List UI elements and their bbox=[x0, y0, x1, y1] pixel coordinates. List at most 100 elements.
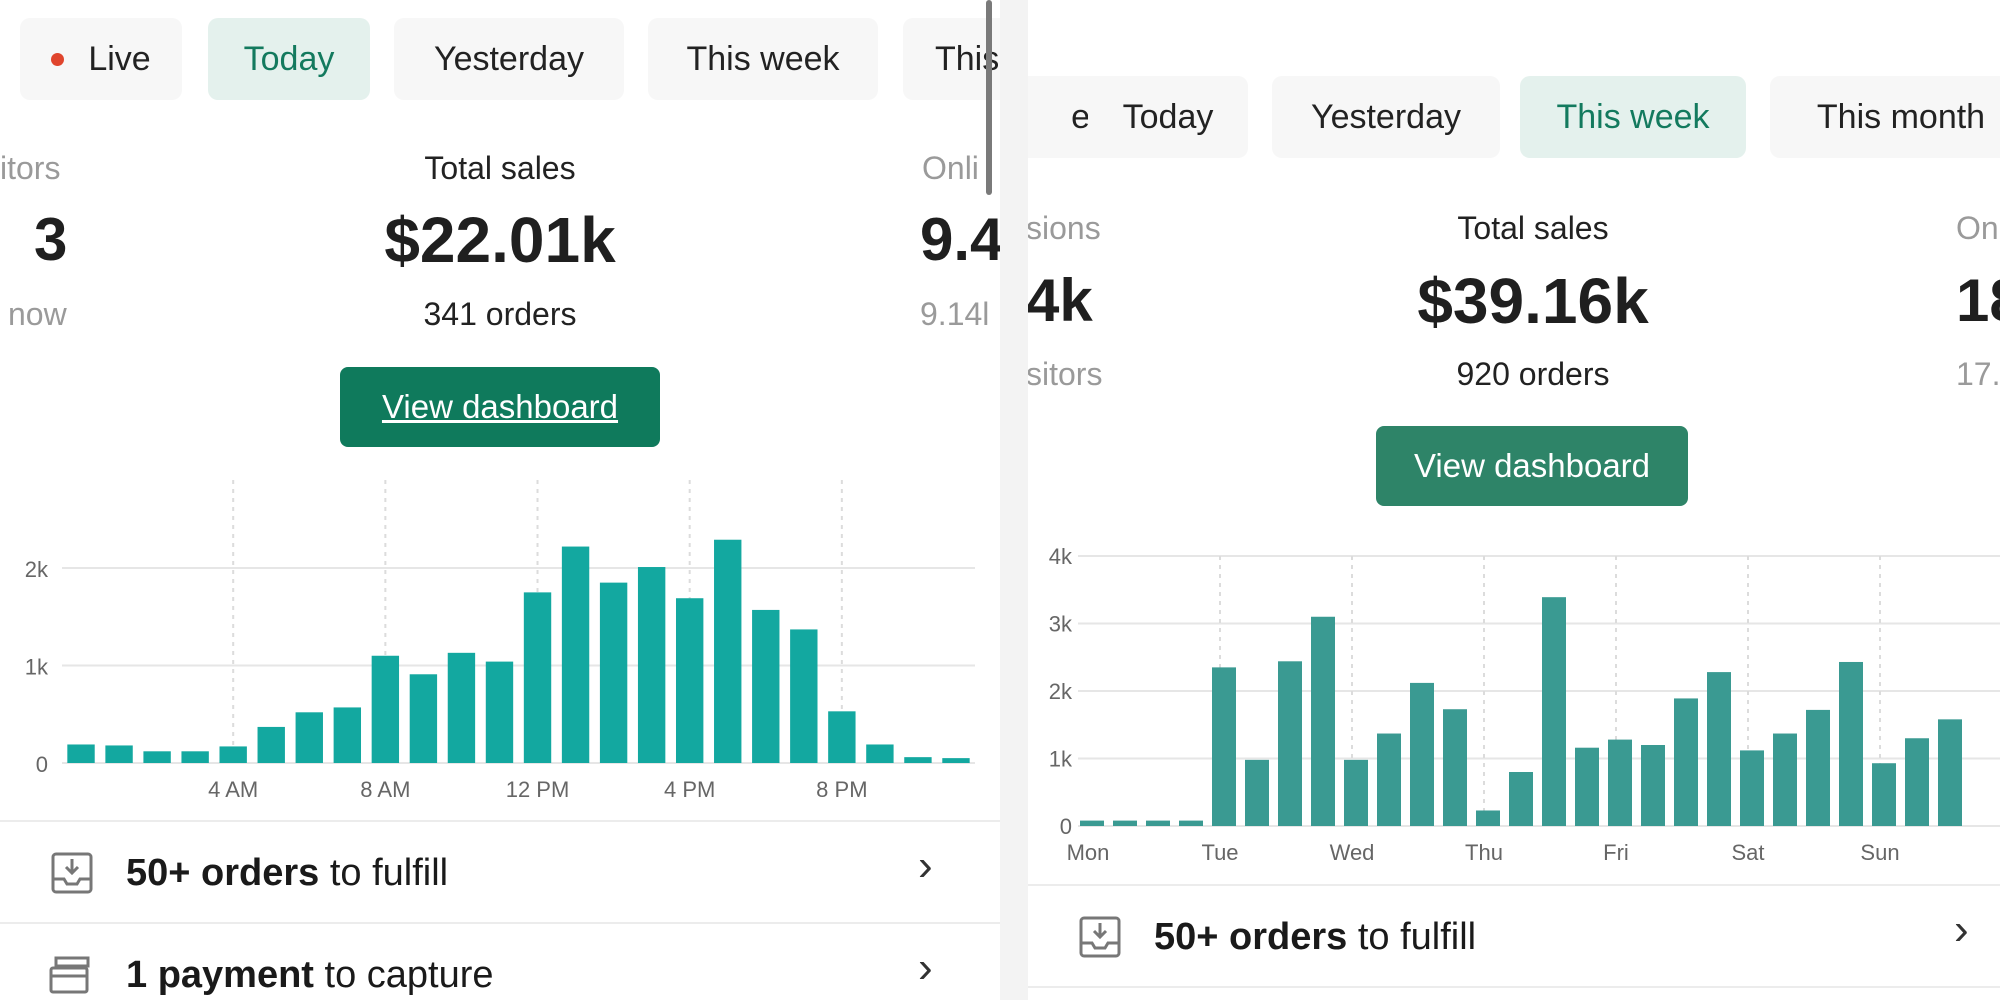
card-stack-icon bbox=[49, 956, 90, 994]
divider bbox=[0, 922, 1000, 924]
left-screenshot: Live Today Yesterday This week This itor… bbox=[0, 0, 1000, 1000]
right-screenshot: e Today Yesterday This week This month s… bbox=[1028, 0, 2000, 1000]
x-tick-label: Mon bbox=[1067, 840, 1110, 865]
bar bbox=[714, 539, 742, 763]
y-tick-label: 1k bbox=[1049, 747, 1073, 772]
bar bbox=[561, 546, 590, 763]
tab-today-label: Today bbox=[243, 39, 335, 78]
bar bbox=[752, 609, 780, 763]
bar bbox=[295, 712, 323, 763]
view-dashboard-label: View dashboard bbox=[1413, 447, 1651, 484]
y-tick-label: 3k bbox=[1049, 612, 1073, 637]
online-value: 9.4 bbox=[920, 206, 1000, 273]
bar bbox=[485, 661, 514, 763]
hourly-sales-chart: 0 1k 2k 4 AM 8 AM 12 PM 4 PM 8 PM bbox=[25, 480, 975, 802]
tab-today[interactable]: Today bbox=[208, 18, 370, 100]
tab-this-month[interactable]: This month bbox=[1770, 76, 2000, 158]
view-dashboard-button[interactable]: View dashboard bbox=[1376, 426, 1688, 506]
x-tick-label: Sun bbox=[1860, 840, 1899, 865]
bar bbox=[599, 582, 628, 763]
bar bbox=[1509, 772, 1533, 826]
tab-this-month-label: This month bbox=[1816, 97, 1986, 136]
bar bbox=[1443, 709, 1467, 826]
x-tick-label: 4 PM bbox=[664, 777, 715, 802]
task-text: 1 payment to capture bbox=[126, 953, 494, 996]
visitors-label: itors bbox=[0, 150, 61, 186]
sessions-value: 4k bbox=[1028, 267, 1093, 334]
bar bbox=[1311, 616, 1335, 826]
tab-this-week[interactable]: This week bbox=[648, 18, 878, 100]
y-tick-label: 2k bbox=[25, 557, 49, 582]
bar bbox=[942, 758, 970, 763]
online-sub: 9.14l bbox=[920, 296, 990, 332]
bar bbox=[181, 751, 209, 763]
online-label: Onli bbox=[922, 150, 979, 186]
tab-this-week[interactable]: This week bbox=[1520, 76, 1746, 158]
bar bbox=[333, 707, 362, 763]
bar bbox=[1344, 759, 1368, 826]
sessions-sub: sitors bbox=[1028, 356, 1103, 392]
bar bbox=[447, 652, 476, 763]
orders-count: 920 orders bbox=[1456, 356, 1610, 392]
bar bbox=[1146, 820, 1170, 826]
bar bbox=[828, 711, 856, 763]
bar bbox=[1245, 759, 1269, 826]
task-text: 50+ orders to fulfill bbox=[126, 851, 449, 894]
y-tick-label: 1k bbox=[25, 655, 49, 680]
online-sub: 17. bbox=[1956, 356, 2000, 392]
tab-live-label: Live bbox=[88, 39, 151, 78]
panel-separator bbox=[1000, 0, 1028, 1000]
orders-to-fulfill-row[interactable]: 50+ orders to fulfill › bbox=[0, 823, 1000, 923]
y-tick-label: 0 bbox=[1060, 814, 1072, 839]
bar bbox=[1410, 682, 1434, 826]
divider bbox=[1028, 884, 2000, 886]
tab-yesterday[interactable]: Yesterday bbox=[1272, 76, 1500, 158]
bar bbox=[1575, 747, 1599, 826]
bar bbox=[257, 726, 285, 763]
tab-yesterday[interactable]: Yesterday bbox=[394, 18, 624, 100]
bar bbox=[1773, 733, 1797, 826]
bar bbox=[1806, 709, 1830, 826]
bar bbox=[1608, 739, 1632, 826]
view-dashboard-button[interactable]: View dashboard bbox=[340, 367, 660, 447]
orders-to-fulfill-row[interactable]: 50+ orders to fulfill › bbox=[1028, 887, 2000, 987]
tab-today-label: Today bbox=[1122, 97, 1214, 136]
live-dot-icon bbox=[51, 52, 65, 66]
chevron-right-icon: › bbox=[918, 943, 933, 992]
payment-to-capture-row[interactable]: 1 payment to capture › bbox=[0, 925, 1000, 1000]
online-value: 18 bbox=[1956, 267, 2000, 334]
bar bbox=[1542, 597, 1566, 826]
bar bbox=[1839, 661, 1863, 826]
x-tick-label: 12 PM bbox=[506, 777, 570, 802]
tab-yesterday-label: Yesterday bbox=[434, 39, 584, 78]
sessions-label: sions bbox=[1028, 210, 1101, 246]
bar bbox=[143, 751, 171, 763]
bar bbox=[675, 598, 704, 763]
bar bbox=[1905, 738, 1929, 826]
y-tick-label: 2k bbox=[1049, 679, 1073, 704]
bar bbox=[67, 744, 95, 763]
chevron-right-icon: › bbox=[918, 841, 933, 890]
bar bbox=[105, 745, 133, 763]
tab-this-week-label: This week bbox=[1556, 97, 1710, 136]
x-tick-label: 4 AM bbox=[208, 777, 258, 802]
x-tick-label: Sat bbox=[1731, 840, 1764, 865]
x-tick-label: 8 AM bbox=[360, 777, 410, 802]
divider bbox=[1028, 986, 2000, 988]
x-tick-label: 8 PM bbox=[816, 777, 867, 802]
y-tick-label: 0 bbox=[36, 752, 48, 777]
visitors-value: 3 bbox=[34, 206, 68, 273]
total-sales-value: $22.01k bbox=[384, 204, 616, 276]
bar bbox=[409, 674, 438, 763]
online-label: On bbox=[1956, 210, 1999, 246]
tab-live[interactable]: Live bbox=[20, 18, 182, 100]
bar bbox=[219, 746, 247, 763]
x-tick-label: Thu bbox=[1465, 840, 1503, 865]
tab-today[interactable]: Today bbox=[1088, 76, 1248, 158]
bar bbox=[523, 592, 552, 763]
bar bbox=[1278, 661, 1302, 826]
bar bbox=[904, 757, 932, 763]
bar bbox=[1740, 750, 1764, 826]
scrollbar[interactable] bbox=[986, 0, 992, 195]
weekly-sales-chart: 0 1k 2k 3k 4k Mon Tue Wed Thu Fri Sat Sun bbox=[1049, 544, 2000, 865]
